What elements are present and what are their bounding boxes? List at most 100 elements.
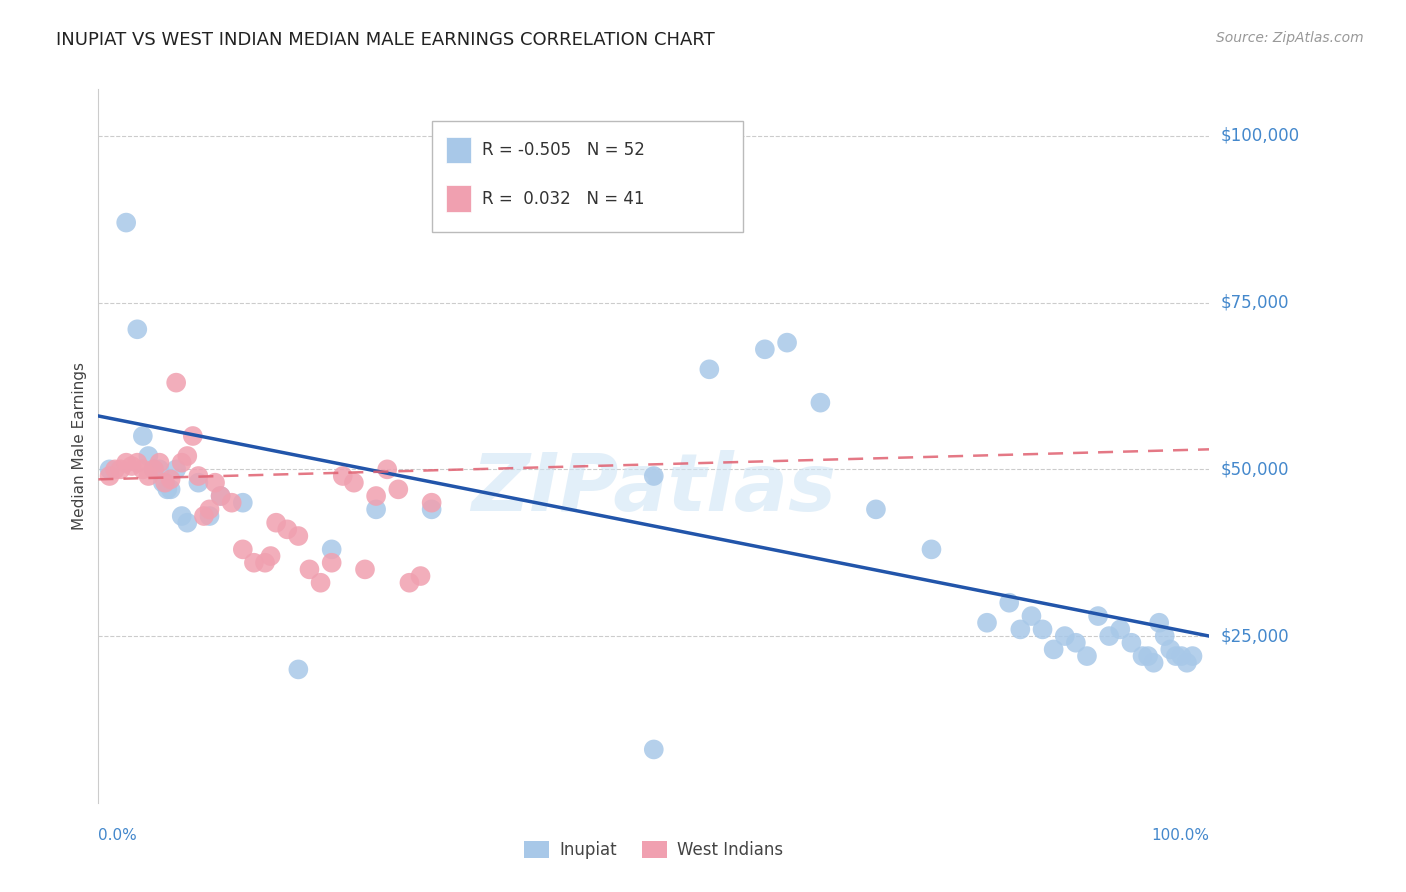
Text: $75,000: $75,000 [1220,293,1289,311]
Point [998,596,1021,610]
Point [232,496,254,510]
Point [115,456,138,470]
Point [253,556,276,570]
Point [1032,623,1054,637]
Point [921,542,943,557]
Point [332,469,354,483]
Point [259,549,281,563]
Point [776,335,799,350]
Point [1010,623,1032,637]
Point [115,216,138,230]
Point [754,343,776,357]
Point [398,575,420,590]
Point [276,522,298,536]
Point [366,489,388,503]
Point [1053,629,1076,643]
Point [143,462,166,476]
Text: $50,000: $50,000 [1220,460,1289,478]
Point [309,575,332,590]
Point [287,529,309,543]
Point [1175,656,1198,670]
Point [1021,609,1043,624]
Point [1098,629,1121,643]
Point [132,462,155,476]
Point [1109,623,1132,637]
Point [643,742,665,756]
Text: R = -0.505   N = 52: R = -0.505 N = 52 [482,141,645,159]
Point [298,562,321,576]
Text: 100.0%: 100.0% [1152,828,1209,843]
Point [204,475,226,490]
Point [375,462,398,476]
Point [232,542,254,557]
Point [1164,649,1187,664]
Point [104,462,127,476]
Point [321,556,343,570]
Point [409,569,432,583]
Point [165,462,187,476]
Text: ZIPatlas: ZIPatlas [471,450,837,528]
Point [170,509,193,524]
Point [1147,615,1170,630]
Point [181,429,204,443]
Point [193,509,215,524]
Point [221,496,243,510]
Point [1159,642,1181,657]
Text: R =  0.032   N = 41: R = 0.032 N = 41 [482,190,645,208]
Point [420,502,443,516]
Point [321,542,343,557]
Point [152,475,174,490]
Point [156,483,179,497]
Point [170,456,193,470]
Point [1132,649,1154,664]
Point [1064,636,1087,650]
Point [264,516,287,530]
Point [159,483,181,497]
Text: Source: ZipAtlas.com: Source: ZipAtlas.com [1216,31,1364,45]
Point [138,469,160,483]
Point [1137,649,1160,664]
Point [176,449,198,463]
Point [354,562,377,576]
Point [1170,649,1192,664]
Point [127,322,149,336]
Point [699,362,721,376]
Point [243,556,266,570]
Legend: Inupiat, West Indians: Inupiat, West Indians [517,834,790,866]
Point [148,462,170,476]
Text: 0.0%: 0.0% [98,828,138,843]
Point [138,449,160,463]
Point [366,502,388,516]
Point [176,516,198,530]
Point [127,456,149,470]
Point [343,475,366,490]
Point [1181,649,1204,664]
Point [810,395,832,409]
Point [153,475,176,490]
Text: INUPIAT VS WEST INDIAN MEDIAN MALE EARNINGS CORRELATION CHART: INUPIAT VS WEST INDIAN MEDIAN MALE EARNI… [56,31,716,49]
Point [159,472,181,486]
Text: $100,000: $100,000 [1220,127,1299,145]
Point [1042,642,1064,657]
Point [209,489,232,503]
Point [1076,649,1098,664]
Point [187,475,209,490]
Point [98,469,121,483]
Point [643,469,665,483]
Point [198,509,221,524]
Text: $25,000: $25,000 [1220,627,1289,645]
Point [143,462,166,476]
Point [1153,629,1175,643]
Y-axis label: Median Male Earnings: Median Male Earnings [72,362,87,530]
Point [198,502,221,516]
Point [148,456,170,470]
Point [98,462,121,476]
Point [865,502,887,516]
Point [1087,609,1109,624]
Point [121,458,143,473]
Point [1143,656,1166,670]
Point [287,662,309,676]
Point [387,483,409,497]
Point [165,376,187,390]
Point [976,615,998,630]
